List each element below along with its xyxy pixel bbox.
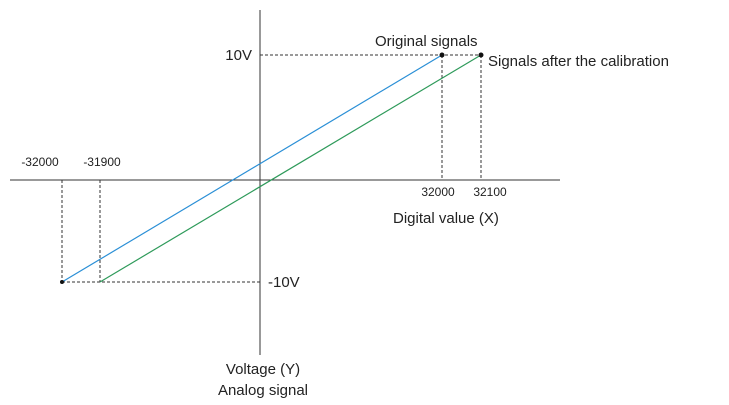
label: Voltage (Y) xyxy=(226,361,300,378)
original-line xyxy=(61,54,443,283)
point xyxy=(478,52,484,58)
label: -10V xyxy=(268,274,300,291)
label: Digital value (X) xyxy=(393,210,499,227)
label: Original signals xyxy=(375,33,478,50)
label: -32000 xyxy=(21,155,59,169)
guide-lines xyxy=(61,54,482,283)
label: -31900 xyxy=(83,155,121,169)
label: 32100 xyxy=(473,185,507,199)
calibrated-line xyxy=(99,54,482,283)
label: 32000 xyxy=(421,185,455,199)
point xyxy=(60,280,64,284)
point xyxy=(439,52,445,58)
label: Analog signal xyxy=(218,382,308,399)
label: Signals after the calibration xyxy=(488,53,669,70)
label: 10V xyxy=(225,47,252,64)
